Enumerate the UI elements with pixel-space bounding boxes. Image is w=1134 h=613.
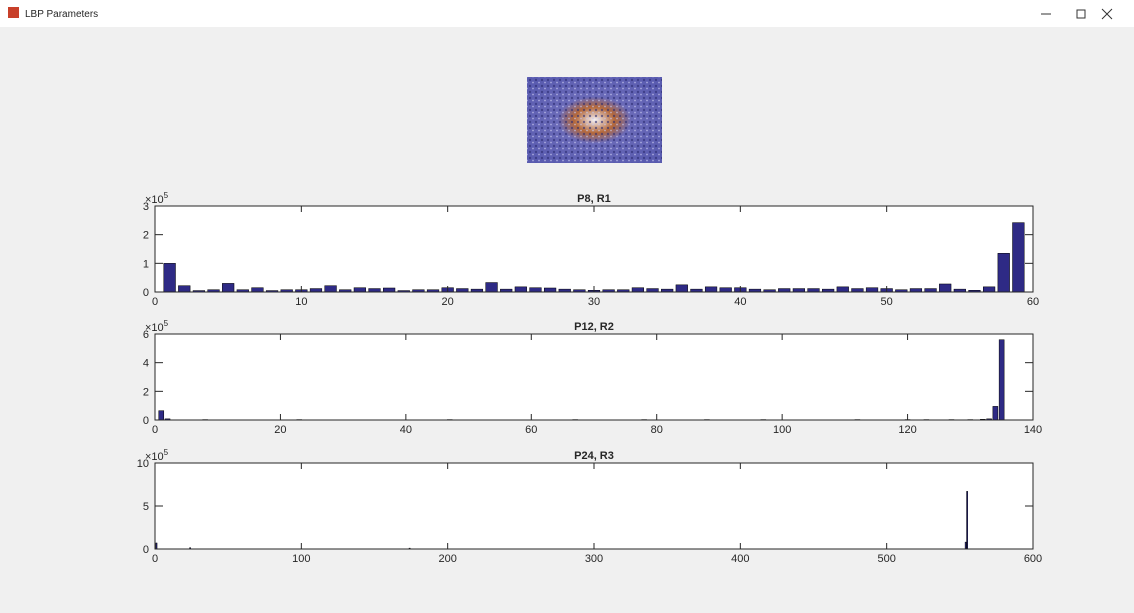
x-tick-label: 140 (1024, 424, 1042, 436)
window-title: LBP Parameters (25, 9, 98, 20)
bar (632, 288, 644, 292)
bar (544, 288, 556, 292)
bar (983, 287, 995, 292)
x-tick-label: 120 (898, 424, 916, 436)
y-tick-label: 6 (143, 329, 149, 341)
x-tick-label: 60 (1027, 296, 1039, 308)
y-tick-label: 5 (143, 501, 149, 513)
bar (676, 285, 688, 292)
bar (647, 289, 659, 292)
bar (486, 283, 498, 292)
app-icon (8, 7, 19, 18)
x-tick-label: 20 (274, 424, 286, 436)
bar (866, 288, 878, 292)
y-tick-label: 3 (143, 201, 149, 213)
y-tick-label: 2 (143, 386, 149, 398)
bar (993, 406, 998, 420)
bar (310, 289, 322, 292)
y-scale-exponent: 5 (164, 319, 169, 328)
bar (159, 411, 164, 420)
bar (515, 287, 527, 292)
plot-area (155, 206, 1033, 292)
bar (939, 284, 951, 292)
x-tick-label: 500 (877, 553, 895, 565)
chart-title: P12, R2 (574, 321, 614, 333)
bar (1013, 223, 1025, 292)
bar (325, 286, 337, 292)
x-tick-label: 50 (881, 296, 893, 308)
x-tick-label: 600 (1024, 553, 1042, 565)
x-tick-label: 80 (651, 424, 663, 436)
plot-area (155, 334, 1033, 420)
y-scale-exponent: 5 (164, 191, 169, 200)
x-tick-label: 30 (588, 296, 600, 308)
bar (837, 287, 849, 292)
bar (178, 286, 190, 292)
x-tick-label: 400 (731, 553, 749, 565)
bar (354, 288, 366, 292)
bar (252, 288, 264, 292)
title-bar (0, 0, 1134, 27)
image-texture (527, 77, 662, 163)
bar (808, 289, 820, 292)
bar (720, 288, 732, 292)
bar (965, 542, 966, 549)
x-tick-label: 20 (442, 296, 454, 308)
bar (383, 288, 395, 292)
x-tick-label: 40 (734, 296, 746, 308)
bar (967, 491, 968, 549)
x-tick-label: 100 (292, 553, 310, 565)
bar (999, 340, 1004, 420)
x-tick-label: 300 (585, 553, 603, 565)
x-tick-label: 40 (400, 424, 412, 436)
y-tick-label: 10 (137, 458, 149, 470)
x-tick-label: 200 (438, 553, 456, 565)
x-tick-label: 10 (295, 296, 307, 308)
bar (852, 289, 864, 292)
plot-area (155, 463, 1033, 549)
bar (778, 289, 790, 292)
bar (998, 253, 1010, 292)
y-tick-label: 4 (143, 358, 149, 370)
bar (925, 289, 937, 292)
x-tick-label: 0 (152, 553, 158, 565)
y-tick-label: 0 (143, 544, 149, 556)
bar (705, 287, 717, 292)
x-tick-label: 60 (525, 424, 537, 436)
chart-title: P24, R3 (574, 450, 614, 462)
bar (793, 289, 805, 292)
bar (222, 283, 234, 292)
y-tick-label: 2 (143, 230, 149, 242)
bar (456, 289, 468, 292)
y-tick-label: 0 (143, 287, 149, 299)
x-tick-label: 0 (152, 296, 158, 308)
bar (530, 288, 542, 292)
bar (164, 263, 176, 292)
y-tick-label: 1 (143, 258, 149, 270)
bar (156, 543, 157, 549)
bar (369, 289, 381, 292)
y-scale-exponent: 5 (164, 448, 169, 457)
y-tick-label: 0 (143, 415, 149, 427)
chart-title: P8, R1 (577, 193, 611, 205)
x-tick-label: 0 (152, 424, 158, 436)
x-tick-label: 100 (773, 424, 791, 436)
bar (910, 289, 922, 292)
